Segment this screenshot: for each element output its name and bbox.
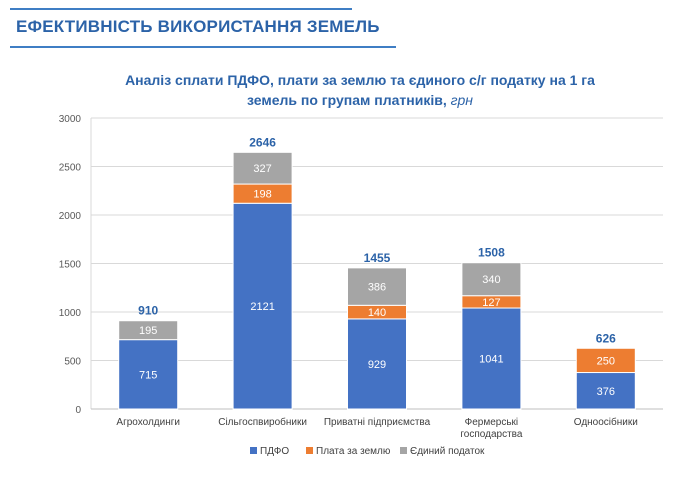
bar-segment [575,372,636,410]
data-label: 376 [597,386,615,398]
bar-segment [118,320,179,341]
bar-segment [118,339,179,410]
chart-title-line-2-text: земель по групам платників, [246,92,447,108]
total-label: 910 [138,304,158,318]
data-label: 715 [139,369,157,381]
bar-segment [232,202,293,410]
total-label: 1508 [478,246,505,260]
y-tick-label: 1500 [59,260,82,271]
legend-swatch [306,447,313,454]
total-label: 2646 [249,135,276,149]
bar-segment [575,347,636,374]
legend-label: ПДФО [260,446,289,457]
total-label: 626 [596,331,616,345]
header-bottom-rule [10,46,396,48]
x-category-label: Сільгоспвиробники [218,416,307,428]
data-label: 386 [368,282,386,294]
bar-segment [461,262,522,297]
bar-segment [461,307,522,410]
y-tick-label: 0 [75,405,81,416]
data-label: 140 [368,307,386,319]
total-label: 1455 [364,251,391,265]
legend-swatch [400,447,407,454]
y-tick-label: 2500 [59,163,82,174]
chart-title-unit: грн [450,92,474,108]
header-top-rule [10,8,352,10]
y-tick-label: 3000 [59,114,82,125]
x-category-label: Приватні підприємства [324,417,431,428]
bar-segment [347,267,407,306]
y-tick-label: 500 [64,357,81,368]
legend-label: Плата за землю [316,446,391,457]
chart-title-line-2: земель по групам платників, грн [60,90,660,110]
bar-segment [347,318,407,410]
legend-label: Єдиний податок [410,446,485,457]
data-label: 340 [482,274,500,286]
page-title: ЕФЕКТИВНІСТЬ ВИКОРИСТАННЯ ЗЕМЕЛЬ [16,17,380,36]
y-tick-label: 1000 [59,308,82,319]
y-tick-label: 2000 [59,211,82,222]
x-category-label: господарства [460,429,522,440]
legend-swatch [250,447,257,454]
x-category-label: Одноосібники [574,416,638,428]
bar-segment [232,151,293,185]
chart-title: Аналіз сплати ПДФО, плати за землю та єд… [60,70,660,110]
x-category-label: Фермерські [465,417,519,428]
data-label: 127 [482,297,500,309]
x-category-label: Агрохолдинги [116,417,180,428]
data-label: 195 [139,325,157,337]
data-label: 2121 [250,301,274,313]
data-label: 327 [253,163,271,175]
data-label: 1041 [479,354,503,366]
data-label: 250 [597,355,615,367]
data-label: 198 [253,189,271,201]
data-label: 929 [368,359,386,371]
chart-title-line-1: Аналіз сплати ПДФО, плати за землю та єд… [125,72,595,88]
